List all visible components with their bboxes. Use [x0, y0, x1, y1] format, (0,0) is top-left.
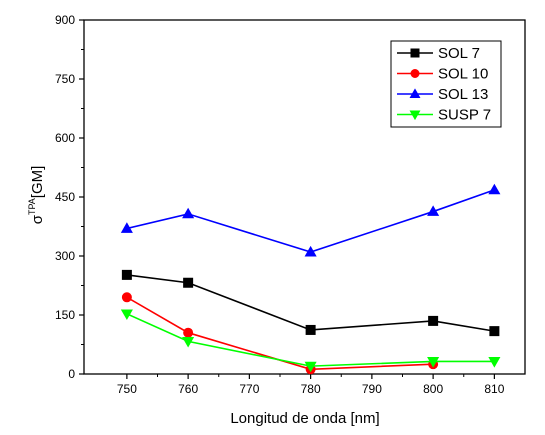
y-tick-label: 750	[55, 72, 75, 86]
series-sol-13	[120, 183, 501, 257]
legend-label: SUSP 7	[438, 107, 491, 124]
series-line	[126, 274, 495, 332]
series-sol-7	[121, 269, 500, 337]
legend-label: SOL 10	[438, 66, 488, 83]
data-point-square	[410, 48, 420, 58]
y-axis-title-unit: [GM]	[29, 166, 46, 199]
data-point-triangle-up	[409, 88, 421, 98]
data-point-circle	[183, 327, 194, 338]
data-point-triangle-down	[120, 309, 133, 321]
data-point-square	[121, 269, 132, 280]
data-point-triangle-up	[488, 183, 501, 195]
series-line	[126, 296, 434, 371]
data-point-triangle-down	[182, 336, 195, 348]
series-layer	[120, 183, 501, 375]
data-point-square	[305, 324, 316, 335]
x-axis: 750 760 770 780 790 800 810	[117, 374, 505, 396]
legend-item: SOL 13	[397, 86, 488, 103]
data-point-triangle-down	[427, 357, 440, 368]
x-tick-label: 770	[239, 382, 259, 396]
data-point-triangle-down	[304, 361, 317, 373]
y-axis: 0 150 300 450 600 750 900	[55, 13, 84, 381]
legend-item: SOL 10	[397, 66, 488, 83]
data-point-square	[489, 326, 500, 337]
legend-label: SOL 13	[438, 86, 488, 103]
x-tick-label: 790	[362, 382, 382, 396]
x-tick-label: 780	[301, 382, 321, 396]
data-point-square	[428, 315, 439, 326]
data-point-triangle-up	[182, 207, 195, 219]
y-axis-title-superscript: TPA	[27, 198, 37, 215]
y-axis-title-symbol: σ	[29, 214, 46, 224]
y-tick-label: 900	[55, 13, 75, 27]
data-point-triangle-up	[427, 205, 440, 216]
x-tick-label: 760	[178, 382, 198, 396]
data-point-square	[183, 277, 194, 288]
x-axis-title: Longitud de onda [nm]	[230, 410, 379, 427]
x-tick-label: 750	[117, 382, 137, 396]
series-line	[126, 189, 495, 253]
y-tick-label: 0	[68, 367, 75, 381]
data-point-triangle-up	[120, 222, 133, 233]
data-point-circle	[410, 69, 420, 78]
data-point-circle	[121, 292, 132, 303]
legend-label: SOL 7	[438, 45, 480, 62]
legend-item: SOL 7	[397, 45, 480, 62]
legend-box	[390, 40, 502, 128]
data-point-triangle-down	[488, 357, 501, 368]
series-susp-7	[120, 309, 501, 373]
data-point-triangle-down	[409, 110, 421, 121]
y-tick-label: 450	[55, 190, 75, 204]
legend: SOL 7 SOL 10 SOL 13 SUSP 7	[390, 40, 502, 128]
x-tick-label: 800	[423, 382, 443, 396]
legend-item: SUSP 7	[397, 107, 491, 124]
y-tick-label: 600	[55, 131, 75, 145]
y-tick-label: 150	[55, 308, 75, 322]
data-point-triangle-up	[304, 245, 317, 257]
y-tick-label: 300	[55, 249, 75, 263]
y-axis-title: σTPA[GM]	[27, 166, 46, 225]
x-tick-label: 810	[484, 382, 504, 396]
